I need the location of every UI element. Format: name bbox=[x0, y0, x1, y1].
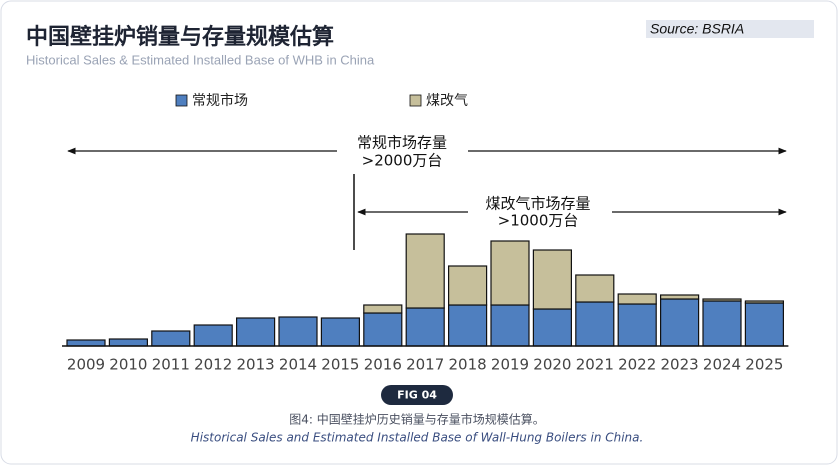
annotation: 常规市场存量 bbox=[357, 134, 447, 152]
x-tick-label: 2010 bbox=[109, 356, 147, 374]
source: Source: BSRIA bbox=[650, 21, 744, 37]
bar-segment bbox=[659, 298, 700, 347]
bar-segment bbox=[363, 312, 403, 347]
bar-segment bbox=[320, 317, 360, 347]
bar-segment bbox=[617, 293, 657, 305]
bar-segment bbox=[744, 300, 785, 304]
bar-segment bbox=[575, 274, 615, 303]
title: 中国壁挂炉销量与存量规模估算 bbox=[26, 24, 334, 50]
bar-segment bbox=[278, 316, 318, 347]
x-tick-label: 2021 bbox=[576, 356, 614, 374]
bar-segment bbox=[490, 240, 530, 306]
bar-segment bbox=[66, 339, 106, 347]
caption-en: Historical Sales and Estimated Installed… bbox=[191, 431, 644, 445]
bar-segment bbox=[108, 338, 149, 347]
x-tick-label: 2018 bbox=[449, 356, 487, 374]
bar-segment bbox=[659, 294, 700, 300]
x-tick-label: 2016 bbox=[364, 356, 402, 374]
x-tick-label: 2019 bbox=[491, 356, 529, 374]
x-tick-label: 2020 bbox=[533, 356, 571, 374]
bar-segment bbox=[236, 317, 276, 347]
x-tick-label: 2017 bbox=[406, 356, 444, 374]
bar-segment bbox=[405, 233, 445, 309]
legend-label: 煤改气 bbox=[426, 93, 468, 109]
annotation: 煤改气市场存量 bbox=[485, 195, 590, 213]
x-tick-label: 2024 bbox=[703, 356, 741, 374]
bar-segment bbox=[532, 308, 573, 347]
fig-badge bbox=[381, 385, 453, 405]
bar-segment bbox=[490, 304, 530, 347]
bar-segment bbox=[405, 307, 445, 347]
caption-zh: 图4: 中国壁挂炉历史销量与存量市场规模估算。 bbox=[289, 412, 545, 427]
bar-segment bbox=[702, 298, 742, 302]
bar-segment bbox=[193, 324, 233, 347]
x-tick-label: 2009 bbox=[67, 356, 105, 374]
bar-segment bbox=[448, 265, 488, 306]
x-tick-label: 2015 bbox=[321, 356, 359, 374]
source-box bbox=[646, 20, 814, 38]
bar-segment bbox=[617, 303, 657, 347]
bar-segment bbox=[532, 249, 573, 310]
legend-swatch bbox=[175, 94, 188, 107]
x-tick-label: 2012 bbox=[194, 356, 232, 374]
fig-label: FIG 04 bbox=[397, 389, 437, 402]
bar-segment bbox=[151, 330, 191, 347]
bar-segment bbox=[363, 304, 403, 314]
x-tick-label: 2025 bbox=[745, 356, 783, 374]
x-tick-label: 2011 bbox=[152, 356, 190, 374]
annotation-value: >2000万台 bbox=[362, 152, 443, 170]
bar-segment bbox=[702, 300, 742, 347]
x-tick-label: 2014 bbox=[279, 356, 317, 374]
bar-segment bbox=[744, 302, 785, 347]
subtitle: Historical Sales & Estimated Installed B… bbox=[26, 52, 375, 67]
legend-label: 常规市场 bbox=[192, 92, 248, 109]
x-tick-label: 2023 bbox=[661, 356, 699, 374]
x-tick-label: 2022 bbox=[618, 356, 656, 374]
annotation-value: >1000万台 bbox=[498, 212, 579, 230]
x-tick-label: 2013 bbox=[237, 356, 275, 374]
legend-swatch bbox=[409, 94, 422, 107]
bar-segment bbox=[448, 304, 488, 347]
bar-segment bbox=[575, 301, 615, 347]
